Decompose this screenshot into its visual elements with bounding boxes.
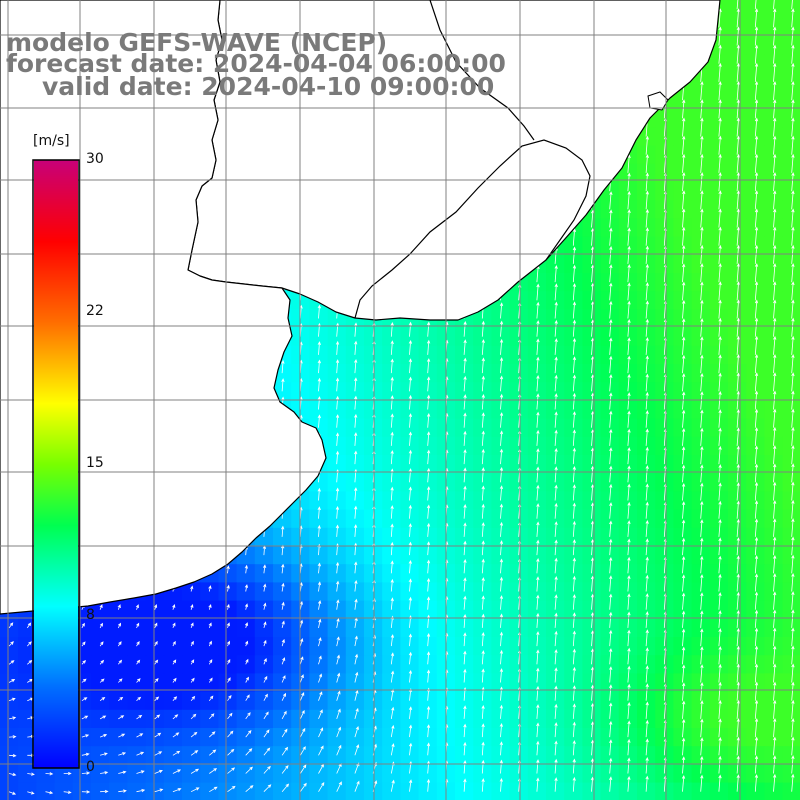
colorbar-tick-22: 22 (86, 303, 104, 319)
title-forecast-date: forecast date: 2024-04-04 06:00:00 (6, 49, 506, 78)
colorbar-tick-30: 30 (86, 151, 104, 167)
north-shoreline (429, 0, 535, 141)
coastal-lagoon (647, 91, 669, 111)
title-valid-date: valid date: 2024-04-10 09:00:00 (42, 72, 495, 101)
land-mask (0, 0, 721, 615)
bay-shoreline (354, 139, 591, 319)
colorbar-unit: [m/s] (33, 133, 70, 149)
colorbar (32, 159, 80, 769)
colorbar-tick-15: 15 (86, 455, 104, 471)
title-model: modelo GEFS-WAVE (NCEP) (6, 28, 388, 57)
colorbar-gradient (34, 160, 78, 769)
coastline-south (0, 0, 327, 615)
colorbar-tick-0: 0 (86, 759, 95, 775)
colorbar-tick-8: 8 (86, 607, 95, 623)
